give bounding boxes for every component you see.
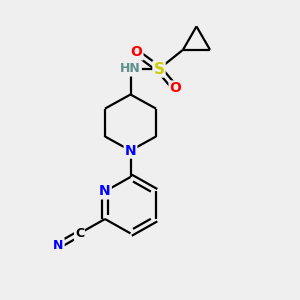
- Text: O: O: [130, 46, 142, 59]
- Text: S: S: [154, 61, 164, 76]
- Text: O: O: [169, 82, 181, 95]
- Text: HN: HN: [120, 62, 141, 76]
- Text: N: N: [53, 239, 64, 252]
- Text: N: N: [99, 184, 111, 198]
- Text: N: N: [125, 144, 136, 158]
- Text: C: C: [75, 227, 84, 240]
